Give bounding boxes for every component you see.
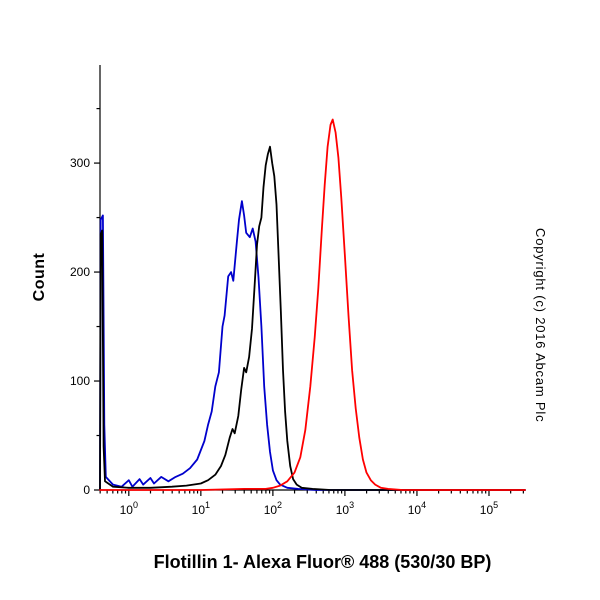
x-axis-title: Flotillin 1- Alexa Fluor® 488 (530/30 BP… bbox=[153, 552, 492, 572]
y-tick-label: 0 bbox=[83, 483, 90, 497]
y-tick-label: 300 bbox=[70, 156, 90, 170]
copyright-text: Copyright (c) 2016 Abcam Plc bbox=[533, 228, 548, 423]
x-tick-label: 101 bbox=[192, 500, 210, 517]
blue-curve bbox=[99, 200, 526, 491]
red-curve bbox=[99, 118, 526, 491]
x-tick-label: 103 bbox=[336, 500, 354, 517]
axes: 0 100 200 300 100 101 102 103 104 105 bbox=[70, 65, 525, 517]
x-tick-label: 100 bbox=[120, 500, 138, 517]
black-curve bbox=[99, 145, 526, 491]
x-tick-label: 104 bbox=[408, 500, 426, 517]
x-tick-label: 102 bbox=[264, 500, 282, 517]
y-tick-label: 200 bbox=[70, 265, 90, 279]
x-tick-label: 105 bbox=[480, 500, 498, 517]
y-tick-label: 100 bbox=[70, 374, 90, 388]
